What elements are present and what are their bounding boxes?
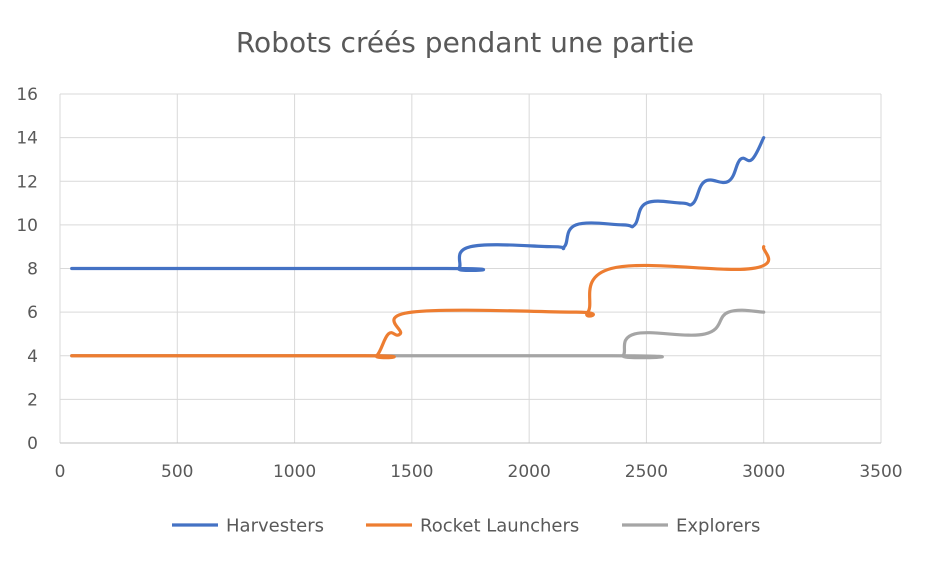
y-tick-label: 6: [27, 303, 38, 323]
y-tick-label: 8: [27, 260, 38, 280]
x-axis-ticks: 0 500 1000 1500 2000 2500 3000 3500: [55, 462, 903, 482]
x-tick-label: 2000: [508, 462, 551, 482]
x-tick-label: 1000: [273, 462, 316, 482]
chart-title: Robots créés pendant une partie: [236, 26, 694, 59]
legend-label: Rocket Launchers: [420, 516, 579, 537]
legend-item: Harvesters: [172, 516, 324, 537]
y-tick-label: 2: [27, 390, 38, 410]
x-tick-label: 0: [55, 462, 66, 482]
y-tick-label: 14: [16, 129, 38, 149]
y-tick-label: 4: [27, 347, 38, 367]
y-tick-label: 0: [27, 434, 38, 454]
x-tick-label: 500: [161, 462, 193, 482]
legend-label: Harvesters: [226, 516, 324, 537]
y-tick-label: 10: [16, 216, 38, 236]
x-tick-label: 3000: [742, 462, 785, 482]
series-line-explorers: [70, 308, 766, 360]
y-tick-label: 12: [16, 172, 38, 192]
legend: Harvesters Rocket Launchers Explorers: [172, 516, 760, 537]
legend-item: Rocket Launchers: [366, 516, 579, 537]
legend-label: Explorers: [676, 516, 760, 537]
series-lines: [70, 136, 771, 360]
y-tick-label: 16: [16, 85, 38, 105]
series-line-harvesters: [70, 136, 766, 273]
x-tick-label: 3500: [859, 462, 902, 482]
legend-item: Explorers: [622, 516, 760, 537]
x-tick-label: 1500: [390, 462, 433, 482]
x-tick-label: 2500: [625, 462, 668, 482]
series-line-rocket-launchers: [70, 245, 771, 360]
y-axis-ticks: 0 2 4 6 8 10 12 14 16: [16, 85, 38, 454]
